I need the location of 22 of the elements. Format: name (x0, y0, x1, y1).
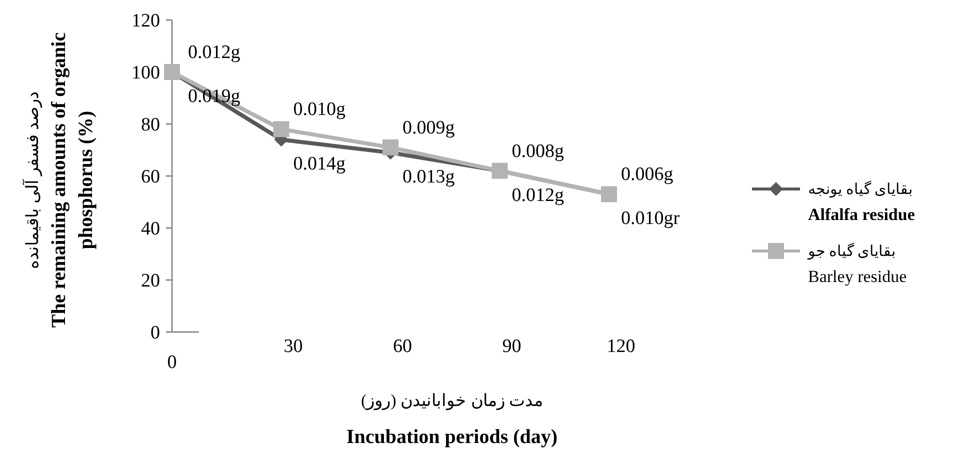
y-tick-label: 60 (141, 166, 160, 188)
annotation: 0.013g (402, 166, 456, 188)
annotation: 0.010gr (621, 208, 680, 230)
annotation: 0.008g (512, 140, 564, 162)
y-tick-label: 20 (141, 270, 160, 292)
point (382, 139, 398, 156)
category-label: 0 (167, 352, 177, 373)
annotation: 0.006g (621, 164, 674, 186)
y-tick-label: 100 (132, 62, 160, 84)
annotation: 0.012g (512, 184, 564, 206)
point (273, 121, 290, 138)
y-tick-label: 120 (132, 10, 160, 32)
annotation: 0.014g (293, 154, 346, 175)
y-tick-label: 40 (141, 218, 160, 240)
x-tick-label: 120 (606, 336, 636, 357)
annotation: 0.012g (188, 42, 241, 63)
x-tick-label: 90 (502, 336, 522, 357)
y-tick-label: 80 (141, 114, 160, 136)
x-tick-label: 30 (284, 336, 303, 357)
annotation: 0.010g (293, 99, 346, 120)
annotation: 0.009g (402, 117, 456, 138)
x-tick-label: 60 (393, 336, 412, 357)
